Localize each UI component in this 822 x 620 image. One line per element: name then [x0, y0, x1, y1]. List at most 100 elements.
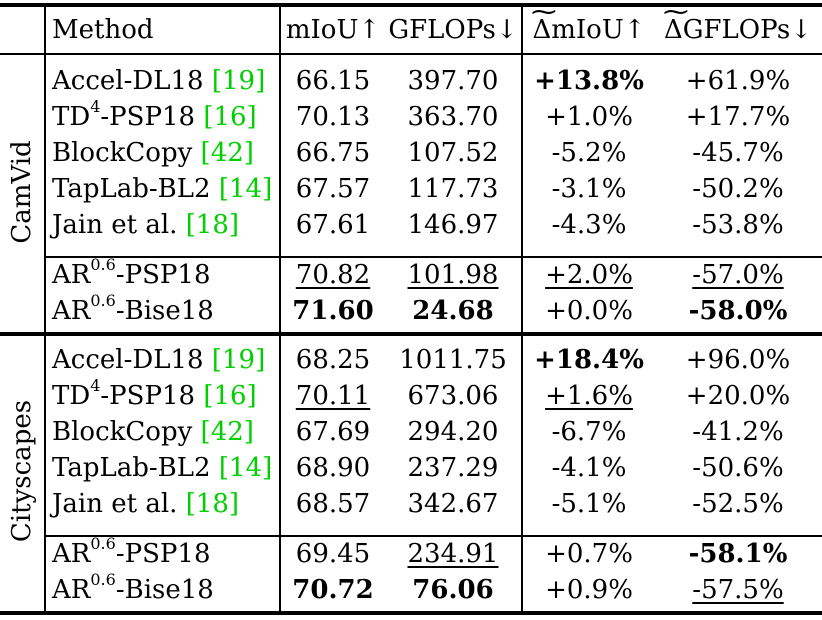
dgflops-value: -50.2%	[692, 174, 784, 204]
miou-cell: 67.57	[283, 171, 383, 207]
miou-value: 67.61	[295, 210, 371, 240]
method-name: AR	[52, 575, 91, 605]
dmiou-cell: +13.8%	[524, 63, 654, 99]
vline-delta-left	[521, 7, 523, 611]
dmiou-cell: -4.3%	[524, 207, 654, 243]
method-cell: AR0.6-PSP18	[52, 536, 210, 572]
vline-method-right	[279, 7, 281, 611]
miou-cell: 66.75	[283, 135, 383, 171]
dmiou-value: -5.1%	[551, 489, 627, 519]
miou-value: 70.11	[295, 381, 371, 411]
gflops-cell: 76.06	[388, 572, 518, 608]
gflops-value: 673.06	[407, 381, 499, 411]
header-delta-gflops: ΔGFLOPs↓	[656, 12, 820, 48]
gflops-cell: 294.20	[388, 414, 518, 450]
dgflops-cell: +96.0%	[656, 342, 820, 378]
miou-value: 70.82	[295, 260, 371, 290]
gflops-cell: 234.91	[388, 536, 518, 572]
gflops-value: 107.52	[407, 138, 499, 168]
dmiou-value: +0.9%	[545, 575, 633, 605]
citation-link: [18]	[185, 489, 240, 519]
gflops-cell: 101.98	[388, 257, 518, 293]
dmiou-value: +0.0%	[545, 296, 633, 326]
gflops-cell: 363.70	[388, 99, 518, 135]
gflops-value: 146.97	[407, 210, 499, 240]
header-delta-miou: ΔmIoU↑	[524, 12, 654, 48]
header-rule	[0, 53, 822, 55]
method-cell: BlockCopy [42]	[52, 135, 254, 171]
miou-cell: 67.69	[283, 414, 383, 450]
dgflops-value: -57.0%	[692, 260, 784, 290]
method-cell: TapLab-BL2 [14]	[52, 171, 272, 207]
method-superscript: 0.6	[90, 534, 116, 554]
method-superscript: 4	[90, 376, 101, 396]
method-name: Accel-DL18	[52, 345, 212, 375]
method-name: AR	[52, 296, 91, 326]
gflops-value: 397.70	[407, 66, 499, 96]
dmiou-cell: -5.2%	[524, 135, 654, 171]
miou-cell: 70.82	[283, 257, 383, 293]
header-method: Method	[52, 15, 154, 45]
method-suffix: -Bise18	[115, 575, 214, 605]
citation-link: [18]	[185, 210, 240, 240]
delta-symbol: Δ	[532, 12, 551, 48]
dgflops-value: -57.5%	[692, 575, 784, 605]
method-name: AR	[52, 539, 91, 569]
method-cell: Jain et al. [18]	[52, 207, 239, 243]
top-rule	[0, 3, 822, 7]
miou-value: 67.57	[295, 174, 371, 204]
header-delta-gflops-label: GFLOPs↓	[682, 15, 813, 45]
method-cell: BlockCopy [42]	[52, 414, 254, 450]
dmiou-cell: -4.1%	[524, 450, 654, 486]
miou-value: 69.45	[295, 539, 371, 569]
gflops-cell: 342.67	[388, 486, 518, 522]
method-suffix: -PSP18	[100, 102, 204, 132]
gflops-cell: 146.97	[388, 207, 518, 243]
citation-link: [19]	[211, 345, 266, 375]
gflops-value: 1011.75	[399, 345, 507, 375]
dmiou-cell: -6.7%	[524, 414, 654, 450]
method-cell: TapLab-BL2 [14]	[52, 450, 272, 486]
method-cell: TD4-PSP18 [16]	[52, 378, 257, 414]
method-name: TD	[52, 381, 91, 411]
method-cell: AR0.6-Bise18	[52, 572, 214, 608]
dgflops-cell: -52.5%	[656, 486, 820, 522]
citation-link: [19]	[211, 66, 266, 96]
gflops-value: 234.91	[407, 539, 499, 569]
dgflops-cell: -57.0%	[656, 257, 820, 293]
method-cell: Accel-DL18 [19]	[52, 342, 265, 378]
gflops-cell: 24.68	[388, 293, 518, 329]
method-name: Jain et al.	[52, 210, 186, 240]
citation-link: [14]	[218, 453, 273, 483]
dgflops-value: -50.6%	[692, 453, 784, 483]
dgflops-value: -58.1%	[688, 539, 788, 569]
method-name: BlockCopy	[52, 138, 201, 168]
miou-cell: 68.25	[283, 342, 383, 378]
gflops-value: 101.98	[407, 260, 499, 290]
miou-value: 66.75	[295, 138, 371, 168]
dmiou-cell: -3.1%	[524, 171, 654, 207]
dmiou-value: -4.1%	[551, 453, 627, 483]
miou-cell: 68.90	[283, 450, 383, 486]
citation-link: [16]	[203, 102, 257, 132]
miou-cell: 68.57	[283, 486, 383, 522]
dgflops-value: +20.0%	[685, 381, 791, 411]
method-superscript: 0.6	[90, 291, 116, 311]
cityscapes-ar-rule	[44, 535, 822, 537]
dmiou-value: +13.8%	[534, 66, 644, 96]
miou-cell: 66.15	[283, 63, 383, 99]
gflops-value: 117.73	[407, 174, 499, 204]
gflops-value: 237.29	[407, 453, 499, 483]
method-name: Accel-DL18	[52, 66, 212, 96]
dgflops-cell: +17.7%	[656, 99, 820, 135]
dgflops-cell: -53.8%	[656, 207, 820, 243]
dmiou-value: -6.7%	[551, 417, 627, 447]
miou-cell: 67.61	[283, 207, 383, 243]
gflops-cell: 107.52	[388, 135, 518, 171]
dmiou-value: -4.3%	[551, 210, 627, 240]
method-suffix: -Bise18	[115, 296, 214, 326]
gflops-cell: 1011.75	[388, 342, 518, 378]
method-cell: Accel-DL18 [19]	[52, 63, 265, 99]
dgflops-value: +61.9%	[685, 66, 791, 96]
dgflops-cell: -45.7%	[656, 135, 820, 171]
